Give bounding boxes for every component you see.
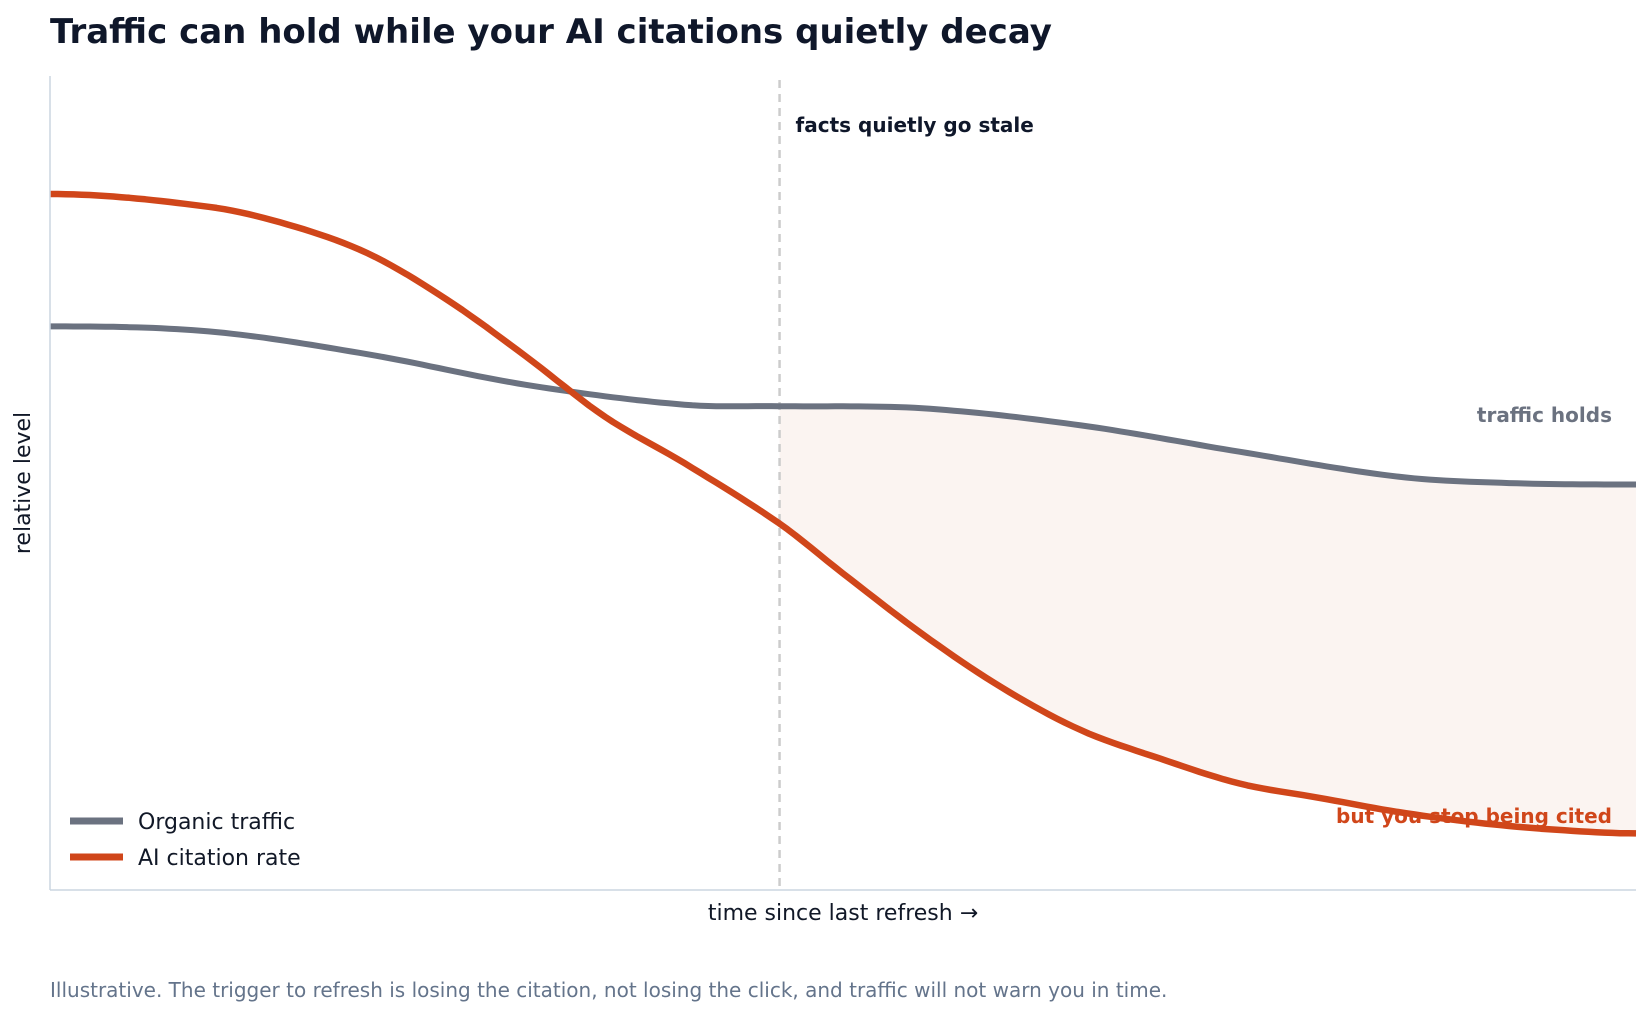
stale-marker-label: facts quietly go stale (796, 113, 1034, 137)
plot-area (49, 76, 1637, 891)
series-line-ai-citation-rate (50, 190, 1637, 837)
gap-shaded-area (779, 406, 1636, 834)
annotation-stop-being-cited: but you stop being cited (1336, 804, 1612, 828)
annotation-traffic-holds: traffic holds (1477, 403, 1612, 427)
y-axis-label: relative level (11, 412, 36, 554)
chart-title: Traffic can hold while your AI citations… (50, 12, 1052, 52)
footnote: Illustrative. The trigger to refresh is … (50, 978, 1167, 1002)
legend-label-ai-citation-rate: AI citation rate (138, 846, 301, 871)
x-axis-label: time since last refresh → (708, 901, 978, 926)
legend: Organic traffic AI citation rate (70, 810, 301, 871)
legend-label-organic-traffic: Organic traffic (138, 810, 295, 835)
series-line-organic-traffic (50, 323, 1636, 488)
series-layer (50, 190, 1637, 837)
